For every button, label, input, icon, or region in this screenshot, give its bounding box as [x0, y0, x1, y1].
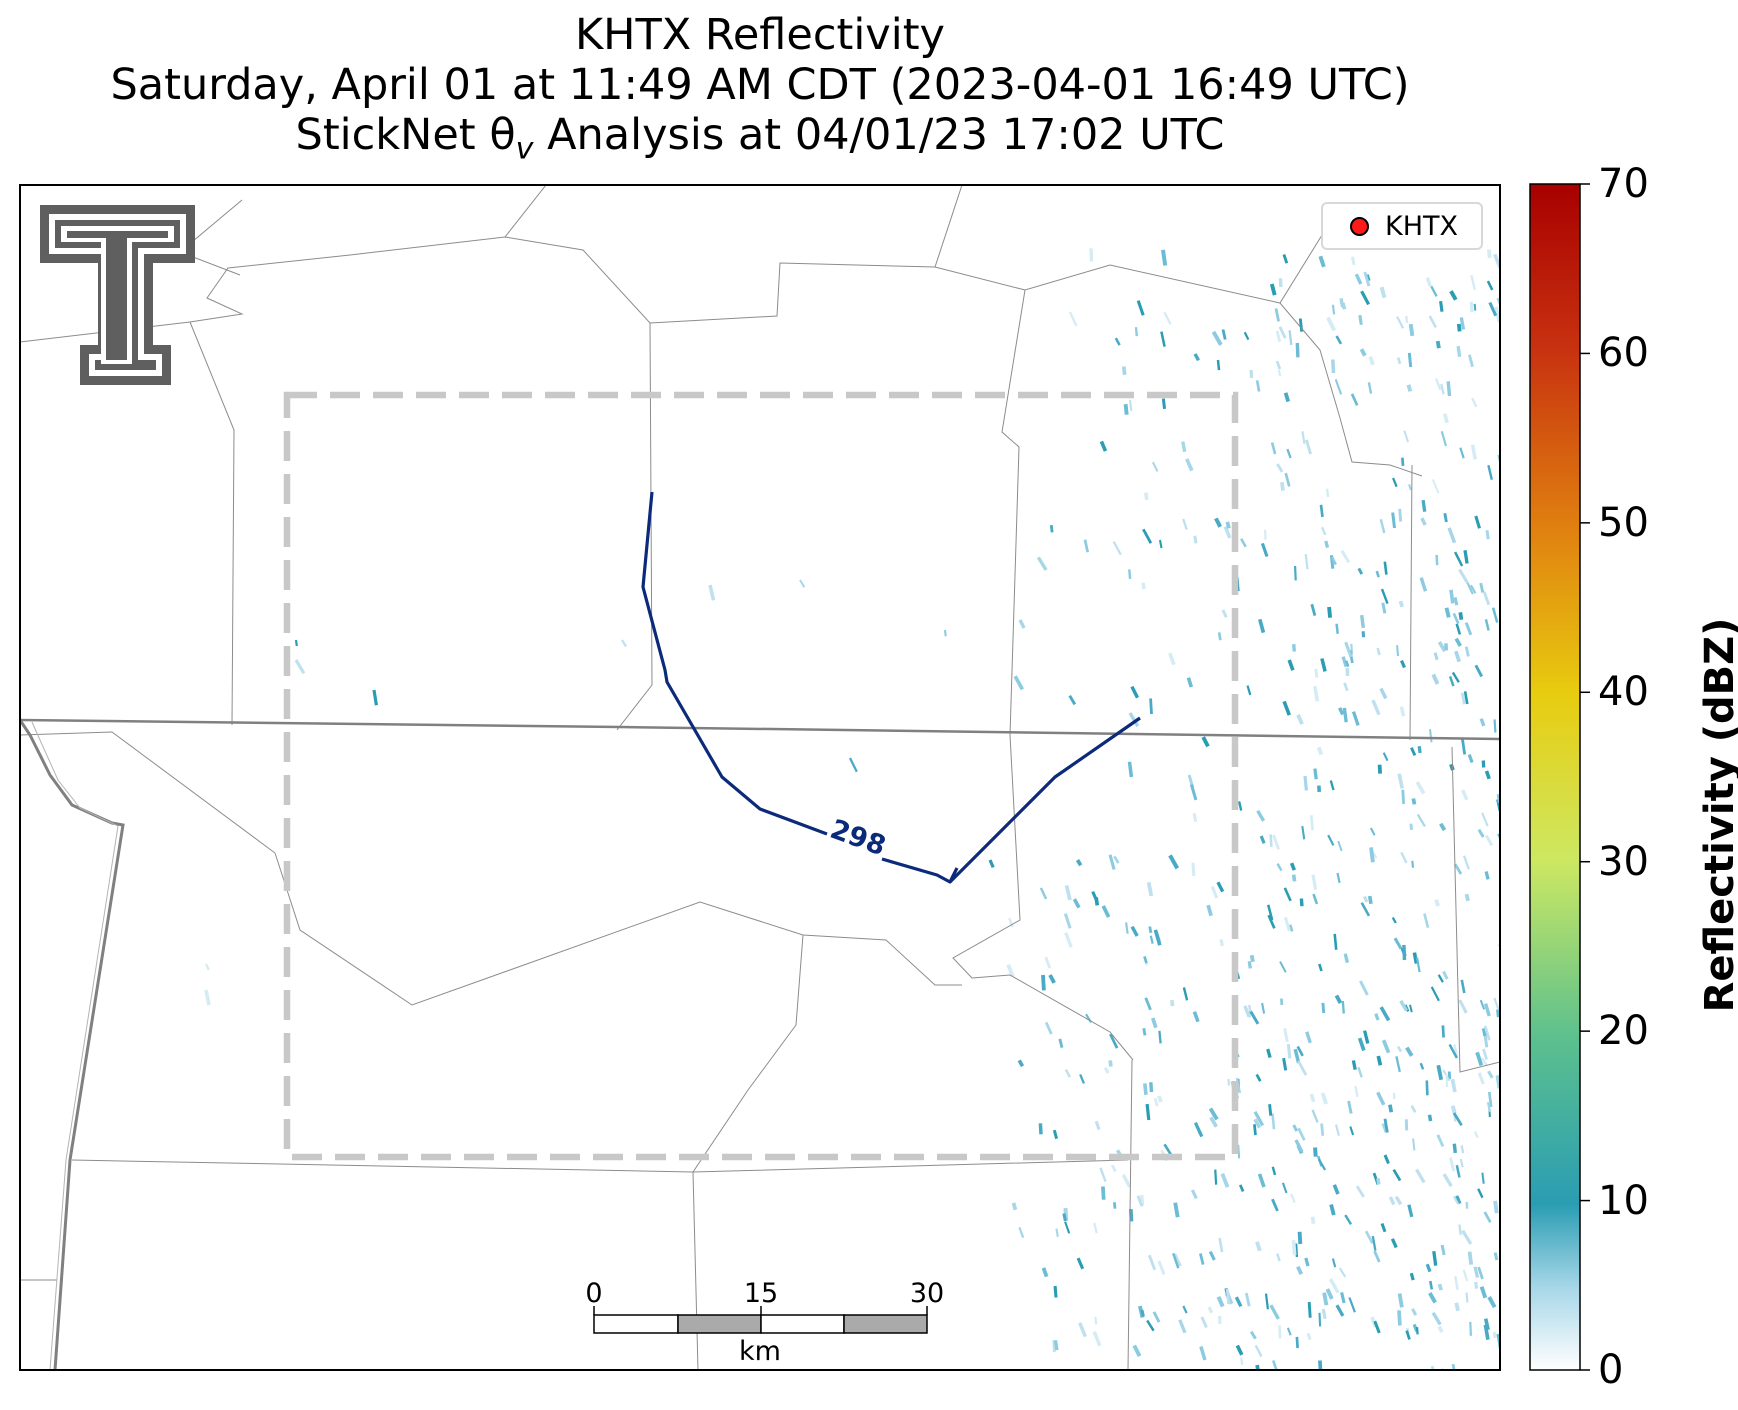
colorbar-tick-label: 50: [1598, 499, 1649, 546]
colorbar-tick-label: 10: [1598, 1177, 1649, 1224]
scale-segment-2: [677, 1314, 762, 1334]
legend-label: KHTX: [1385, 210, 1458, 242]
colorbar-title: Reflectivity (dBZ): [1697, 617, 1738, 1013]
svg-text:®: ®: [163, 376, 172, 386]
scale-segment-4: [843, 1314, 928, 1334]
colorbar-tick-label: 0: [1598, 1347, 1624, 1393]
colorbar-tick-label: 30: [1598, 838, 1649, 885]
radar-site-marker-icon: [1350, 216, 1369, 236]
scalebar-tick-15: 15: [743, 1278, 779, 1309]
colorbar-tick-label: 20: [1598, 1008, 1649, 1055]
scalebar-unit: km: [739, 1336, 781, 1367]
radar-legend: KHTX: [1321, 202, 1483, 250]
scalebar-tick-30: 30: [909, 1278, 945, 1309]
county-borders: [20, 185, 1500, 1370]
analysis-domain-box: [283, 391, 1239, 1161]
texas-tech-logo-icon: ®: [40, 205, 195, 386]
colorbar-tick-label: 40: [1598, 669, 1649, 716]
state-border: [20, 718, 1500, 1370]
colorbar-tick-label: 60: [1598, 330, 1649, 377]
map-panel: 298: [20, 185, 1500, 1370]
scale-bar: [593, 1306, 928, 1334]
colorbar: [1529, 183, 1590, 1371]
map-frame: [19, 184, 1501, 1371]
figure-title: KHTX Reflectivity Saturday, April 01 at …: [20, 10, 1500, 175]
scalebar-tick-0: 0: [585, 1278, 603, 1309]
colorbar-gradient: [1529, 183, 1581, 1371]
colorbar-tick-label: 70: [1598, 161, 1649, 207]
scale-segment-3: [760, 1314, 845, 1334]
title-line-2: Saturday, April 01 at 11:49 AM CDT (2023…: [110, 60, 1410, 110]
title-line-3: StickNet θv Analysis at 04/01/23 17:02 U…: [295, 110, 1225, 167]
colorbar-ticks: [1580, 183, 1590, 1371]
reflectivity-echoes: [204, 248, 1500, 1370]
title-line-1: KHTX Reflectivity: [574, 10, 945, 60]
scale-segment-1: [593, 1314, 679, 1334]
